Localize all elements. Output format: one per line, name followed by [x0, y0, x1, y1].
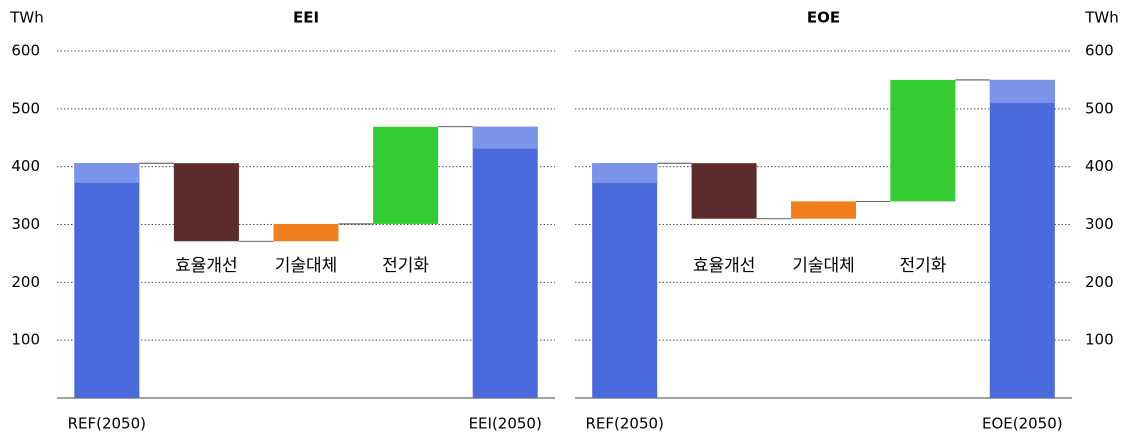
- y-tick-label: 600: [11, 42, 40, 60]
- y-unit: TWh: [1084, 9, 1119, 27]
- y-tick-label: 400: [1085, 157, 1114, 175]
- x-tick-label: REF(2050): [585, 415, 663, 433]
- y-tick-label: 400: [11, 157, 40, 175]
- bar: [890, 79, 956, 202]
- bar: [273, 223, 339, 242]
- x-tick-label: EEI(2050): [469, 415, 542, 433]
- chart-title: EOE: [807, 9, 840, 27]
- y-tick-label: 300: [11, 215, 40, 233]
- bar-light-segment: [74, 163, 140, 183]
- y-tick-label: 200: [11, 273, 40, 291]
- y-tick-label: 600: [1085, 42, 1114, 60]
- x-tick-label: EOE(2050): [982, 415, 1063, 433]
- y-tick-label: 500: [1085, 99, 1114, 117]
- bar: [989, 79, 1055, 399]
- bar: [691, 163, 757, 219]
- bar: [472, 126, 538, 399]
- bar: [173, 163, 239, 242]
- bar: [373, 126, 439, 224]
- y-tick-label: 500: [11, 99, 40, 117]
- bar-light-segment: [592, 163, 658, 183]
- category-label: 전기화: [899, 256, 946, 276]
- category-label: 기술대체: [275, 256, 338, 276]
- bar: [74, 163, 140, 398]
- x-tick-label: REF(2050): [68, 415, 146, 433]
- bar: [791, 201, 856, 219]
- bar: [592, 163, 658, 398]
- bar-light-segment: [989, 79, 1055, 104]
- y-tick-label: 100: [1085, 331, 1114, 349]
- category-label: 기술대체: [792, 256, 855, 276]
- y-tick-label: 100: [11, 331, 40, 349]
- category-label: 효율개선: [175, 256, 238, 276]
- category-label: 전기화: [382, 256, 429, 276]
- chart-title: EEI: [293, 9, 319, 27]
- y-tick-label: 300: [1085, 215, 1114, 233]
- y-unit: TWh: [9, 9, 44, 27]
- category-label: 효율개선: [693, 256, 756, 276]
- y-tick-label: 200: [1085, 273, 1114, 291]
- bar-light-segment: [472, 126, 538, 149]
